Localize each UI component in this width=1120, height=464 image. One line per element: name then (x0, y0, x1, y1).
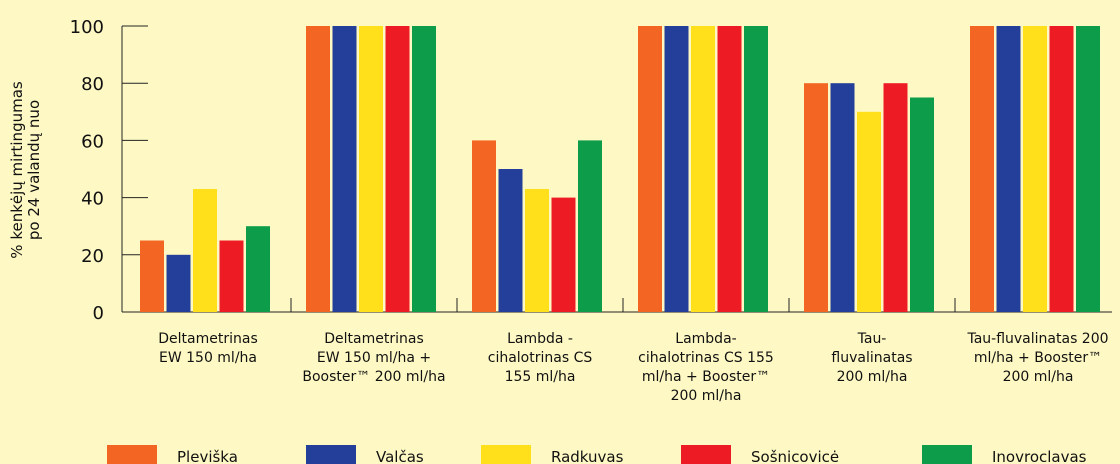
y-axis-title: % kenkėjų mirtingumas po 24 valandų nuo (8, 81, 43, 259)
y-tick-label: 20 (81, 246, 104, 267)
x-category-label: 200 ml/ha (1003, 369, 1074, 385)
bar (525, 189, 549, 312)
bar (472, 140, 496, 312)
x-category-label: Deltametrinas (324, 331, 423, 347)
x-category-label: cihalotrinas CS (488, 350, 593, 366)
y-tick-label: 40 (81, 189, 104, 210)
legend: Pleviška Valčas Radkuvas Sošnicovicė Inovroc… (107, 445, 1087, 464)
x-category-label: 200 ml/ha (837, 369, 908, 385)
bar (664, 26, 689, 312)
legend-label: Sošnicovicė (751, 448, 839, 464)
bar (166, 254, 191, 312)
bar (883, 83, 908, 312)
legend-label: Valčas (376, 448, 424, 464)
y-tick-label: 80 (81, 74, 104, 95)
y-axis: 0 20 40 60 80 100 (70, 17, 148, 324)
x-category-label: fluvalinatas (831, 350, 912, 366)
bar (385, 26, 410, 312)
x-category-label: 155 ml/ha (505, 369, 576, 385)
bar (691, 26, 715, 312)
bars (140, 26, 1100, 312)
legend-swatch (107, 445, 157, 464)
bar (412, 26, 436, 312)
bar (219, 240, 244, 312)
legend-swatch (306, 445, 356, 464)
x-category-label: 200 ml/ha (671, 388, 742, 404)
legend-label: Radkuvas (551, 448, 624, 464)
bar (498, 169, 523, 312)
x-category-label: Deltametrinas (158, 331, 257, 347)
x-category-label: Tau- (857, 331, 887, 347)
y-tick-label: 60 (81, 131, 104, 152)
x-category-label: Lambda- (675, 331, 736, 347)
bar (193, 189, 217, 312)
bar (638, 26, 662, 312)
bar (246, 226, 270, 312)
bar (830, 83, 855, 312)
bar (996, 26, 1021, 312)
bar (551, 197, 576, 312)
x-category-label: ml/ha + Booster™ (974, 350, 1102, 366)
category-labels: Deltametrinas EW 150 ml/ha Deltametrinas EW… (158, 331, 1108, 404)
bar (857, 111, 881, 312)
bar (140, 240, 164, 312)
x-axis (122, 298, 1112, 313)
legend-swatch (681, 445, 731, 464)
bar (744, 26, 768, 312)
y-axis-title-line: po 24 valandų nuo (25, 100, 43, 240)
x-category-label: Booster™ 200 ml/ha (302, 369, 445, 385)
legend-label: Inovroclavas (992, 448, 1087, 464)
bar (910, 97, 934, 312)
bar (970, 26, 994, 312)
x-category-label: Tau-fluvalinatas 200 (966, 331, 1108, 347)
x-category-label: ml/ha + Booster™ (642, 369, 770, 385)
y-tick-label: 100 (70, 17, 104, 38)
x-category-label: cihalotrinas CS 155 (638, 350, 774, 366)
legend-swatch (922, 445, 972, 464)
x-category-label: EW 150 ml/ha + (317, 350, 431, 366)
bar (804, 83, 828, 312)
bar (578, 140, 602, 312)
y-axis-title-line: % kenkėjų mirtingumas (8, 81, 26, 259)
bar (306, 26, 330, 312)
y-tick-label: 0 (93, 303, 104, 324)
bar (359, 26, 383, 312)
x-category-label: Lambda - (507, 331, 573, 347)
bar (1076, 26, 1100, 312)
legend-swatch (481, 445, 531, 464)
bar (1049, 26, 1074, 312)
x-category-label: EW 150 ml/ha (159, 350, 257, 366)
bar (717, 26, 742, 312)
bar (1023, 26, 1047, 312)
bar (332, 26, 357, 312)
legend-label: Pleviška (177, 448, 238, 464)
